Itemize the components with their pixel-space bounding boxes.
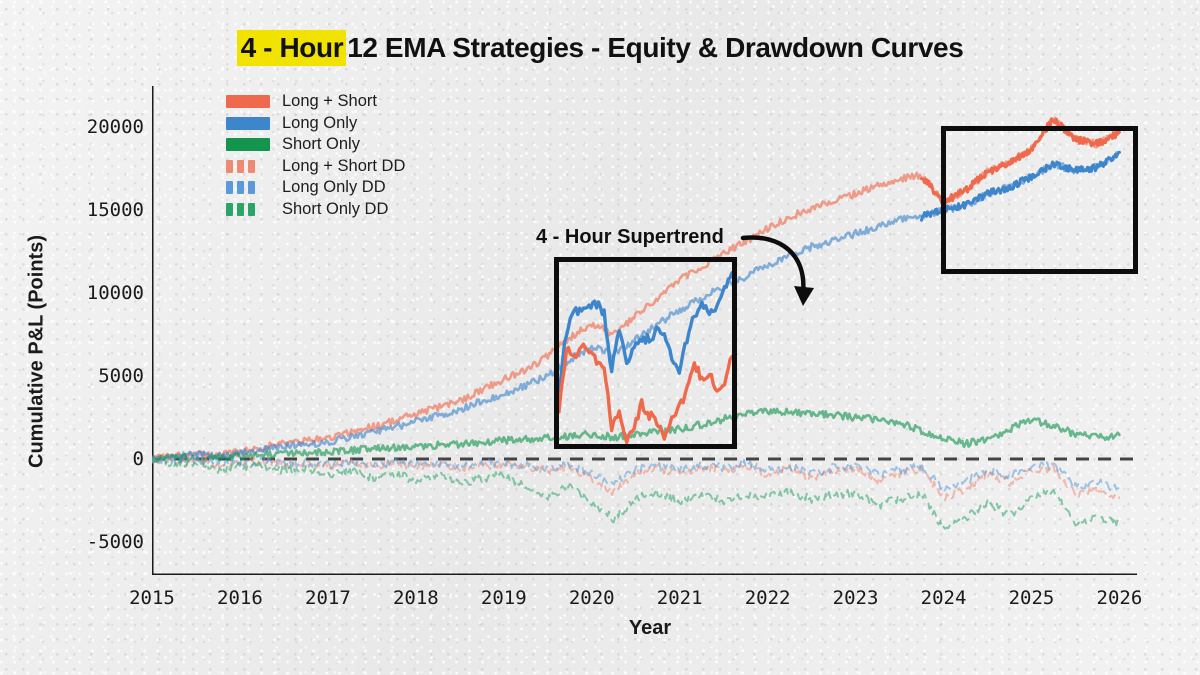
- x-axis-title: Year: [628, 617, 672, 639]
- series-line: [152, 407, 1121, 464]
- legend-label: Long Only: [282, 113, 358, 132]
- series-line-highlighted: [920, 117, 1121, 206]
- legend-swatch-dashed: [226, 181, 270, 194]
- series-line-highlighted: [920, 150, 1121, 222]
- legend-item[interactable]: Short Only DD: [226, 199, 405, 218]
- x-tick-label: 2025: [1008, 587, 1055, 609]
- annotation-arrow-icon: [740, 235, 814, 306]
- x-tick-label: 2021: [656, 587, 703, 609]
- series-line: [152, 455, 1121, 530]
- series-line: [152, 455, 1121, 493]
- legend-label: Long + Short DD: [282, 156, 406, 175]
- x-tick-label: 2015: [129, 587, 175, 609]
- inset-annotation-label: 4 - Hour Supertrend: [536, 226, 724, 248]
- y-tick-label: 10000: [86, 282, 144, 305]
- x-tick-label: 2016: [217, 587, 263, 609]
- x-tick-label: 2023: [832, 587, 879, 609]
- series-canvas: [152, 86, 1137, 575]
- x-axis-tick-labels: 2015 2016 2017 2018 2019 2020 2021 2022 2023 2024…: [129, 583, 1142, 611]
- page-title: 4 - Hour 12 EMA Strategies - Equity & Dra…: [0, 30, 1200, 66]
- legend-label: Short Only: [282, 135, 360, 153]
- legend: Long + Short Long Only Short Only Long + Sh…: [226, 92, 406, 218]
- plot-area: [152, 86, 1137, 575]
- series-line: [152, 454, 1121, 502]
- title-rest: 12 EMA Strategies - Equity & Drawdown Cu…: [347, 32, 964, 63]
- y-tick-label: 5000: [98, 365, 144, 388]
- legend-label: Long Only DD: [282, 178, 386, 196]
- x-tick-label: 2017: [305, 587, 351, 609]
- legend-label: Short Only DD: [282, 199, 389, 218]
- y-tick-label: 20000: [86, 116, 144, 139]
- y-axis-tick-labels: 20000 15000 10000 5000 0 -5000: [40, 86, 144, 575]
- inset-chart-box: [554, 257, 737, 449]
- y-tick-label: -5000: [86, 530, 144, 553]
- inset-series-line: [559, 271, 732, 396]
- legend-item[interactable]: Long + Short: [226, 92, 405, 110]
- legend-item[interactable]: Long Only: [226, 113, 405, 132]
- y-tick-label: 15000: [86, 199, 144, 222]
- inset-series-line: [559, 342, 732, 444]
- legend-swatch-dashed: [226, 202, 270, 216]
- legend-swatch-solid: [226, 138, 270, 151]
- x-tick-label: 2022: [744, 587, 791, 609]
- legend-item[interactable]: Long + Short DD: [226, 156, 406, 175]
- legend-label: Long + Short: [282, 92, 377, 110]
- y-tick-label: 0: [132, 447, 144, 470]
- legend-swatch-dashed: [226, 159, 270, 173]
- inset-series-canvas: [559, 271, 732, 444]
- legend-item[interactable]: Long Only DD: [226, 178, 405, 196]
- x-tick-label: 2024: [920, 587, 967, 609]
- x-tick-label: 2018: [392, 587, 439, 609]
- legend-swatch-solid: [226, 95, 270, 108]
- legend-item[interactable]: Short Only: [226, 135, 405, 153]
- x-tick-label: 2026: [1096, 587, 1143, 609]
- x-tick-label: 2020: [568, 587, 615, 609]
- title-highlight: 4 - Hour: [236, 30, 347, 66]
- legend-swatch-solid: [226, 116, 270, 130]
- x-tick-label: 2019: [480, 587, 527, 609]
